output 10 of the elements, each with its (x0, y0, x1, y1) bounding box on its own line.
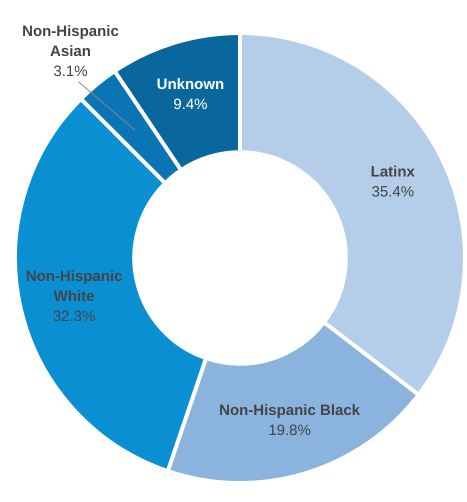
data-label: 35.4% (371, 184, 414, 201)
data-label: 19.8% (268, 422, 311, 440)
data-label: 32.3% (52, 308, 96, 325)
slice-label: Non-Hispanic White (26, 268, 122, 305)
slice-label: Latinx (370, 164, 416, 181)
data-label: 9.4% (173, 96, 208, 114)
slice-label: Non-Hispanic Asian (22, 22, 119, 60)
slice-label: Unknown (156, 76, 224, 94)
data-label: 3.1% (53, 62, 88, 80)
slice-label: Non-Hispanic Black (219, 402, 361, 420)
